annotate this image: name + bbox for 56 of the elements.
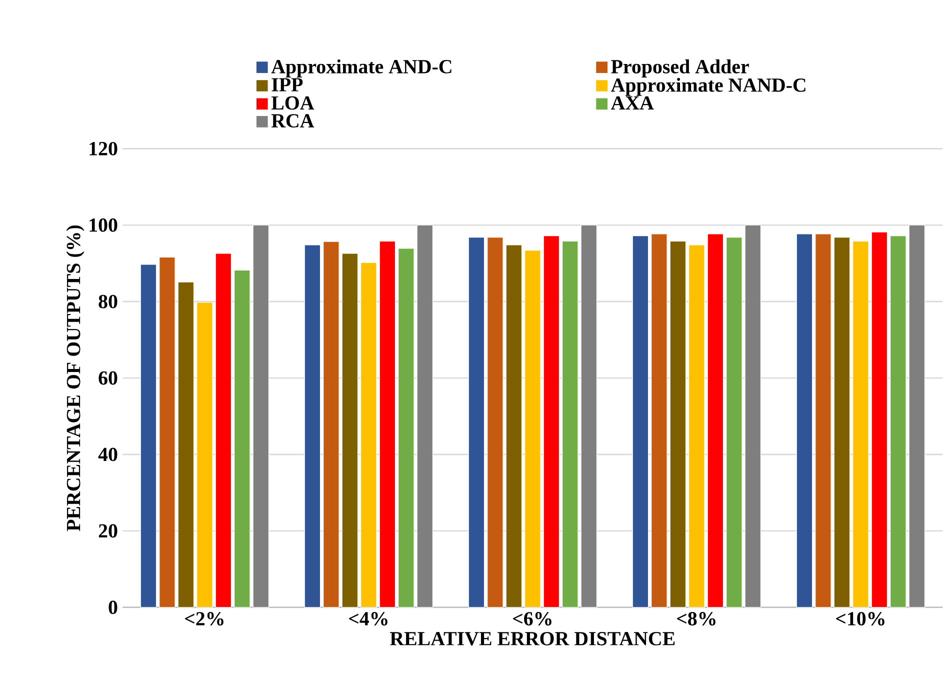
- bar: [158, 256, 176, 608]
- bar: [379, 240, 396, 608]
- y-tick-label: 100: [90, 218, 118, 232]
- x-tick-label: <2%: [185, 612, 224, 626]
- bar: [834, 237, 850, 608]
- bar: [688, 244, 705, 608]
- bar: [215, 253, 232, 608]
- bar: [196, 302, 213, 608]
- bar: [852, 240, 869, 608]
- x-axis-title: RELATIVE ERROR DISTANCE: [390, 632, 675, 646]
- y-tick-label: 40: [98, 448, 118, 462]
- y-tick-label: 20: [98, 524, 118, 538]
- bar: [726, 237, 742, 608]
- bar: [707, 234, 724, 608]
- bar: [814, 234, 832, 608]
- bar: [506, 244, 522, 608]
- bar: [670, 240, 686, 608]
- bar: [398, 248, 414, 608]
- bar: [871, 232, 888, 608]
- legend-label: IPP: [272, 78, 303, 92]
- legend-label: RCA: [271, 114, 314, 128]
- y-tick-label: 60: [98, 371, 118, 385]
- legend-label: Approximate NAND-C: [610, 78, 806, 96]
- legend-label: Approximate AND-C: [271, 59, 452, 78]
- x-tick-label: <4%: [349, 612, 388, 626]
- bar: [524, 250, 541, 608]
- bar: [322, 241, 340, 608]
- y-tick-label: 120: [90, 142, 118, 156]
- x-tick-label: <10%: [836, 612, 884, 626]
- bar: [796, 234, 813, 608]
- x-tick-label: <8%: [677, 612, 716, 626]
- bar: [304, 244, 321, 608]
- y-tick-label: 0: [108, 600, 118, 614]
- bar: [632, 235, 649, 608]
- bar: [468, 237, 485, 608]
- bar: [486, 237, 504, 608]
- legend-label: LOA: [271, 96, 314, 110]
- bar: [360, 262, 377, 608]
- y-tick-label: 80: [98, 294, 118, 308]
- bar: [650, 234, 668, 608]
- y-axis-title: PERCENTAGE OF OUTPUTS (%): [66, 225, 84, 532]
- bar: [178, 282, 194, 608]
- bar: [562, 240, 578, 608]
- bar: [580, 224, 598, 608]
- bar: [416, 224, 434, 608]
- bar: [342, 253, 358, 608]
- bar: [252, 224, 270, 608]
- bar: [140, 264, 157, 608]
- bar: [543, 235, 560, 608]
- bar: [234, 270, 250, 608]
- bar: [908, 224, 926, 608]
- x-tick-label: <6%: [513, 612, 552, 626]
- legend-label: AXA: [610, 96, 654, 110]
- bar: [890, 235, 906, 608]
- legend-label: Proposed Adder: [611, 59, 749, 78]
- bar: [744, 224, 762, 608]
